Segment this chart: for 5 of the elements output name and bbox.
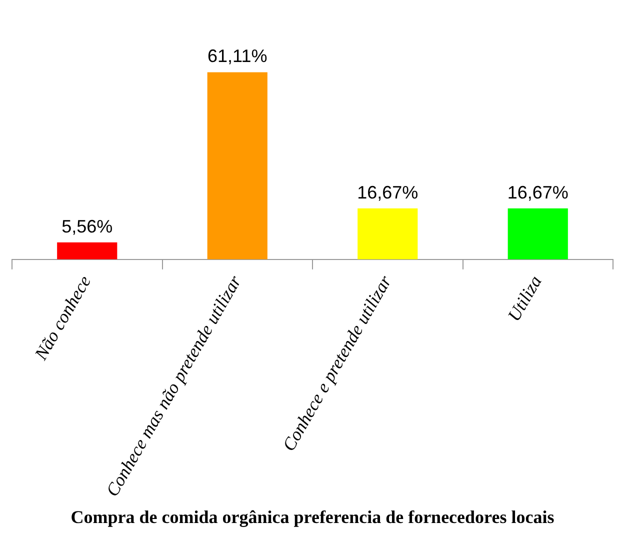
data-label: 16,67% bbox=[357, 182, 418, 202]
data-label: 5,56% bbox=[62, 216, 113, 236]
data-label: 16,67% bbox=[507, 182, 568, 202]
text: Compra de comida orgânica preferencia de fornecedores locais bbox=[70, 506, 554, 527]
data-label: 61,11% bbox=[208, 46, 268, 66]
